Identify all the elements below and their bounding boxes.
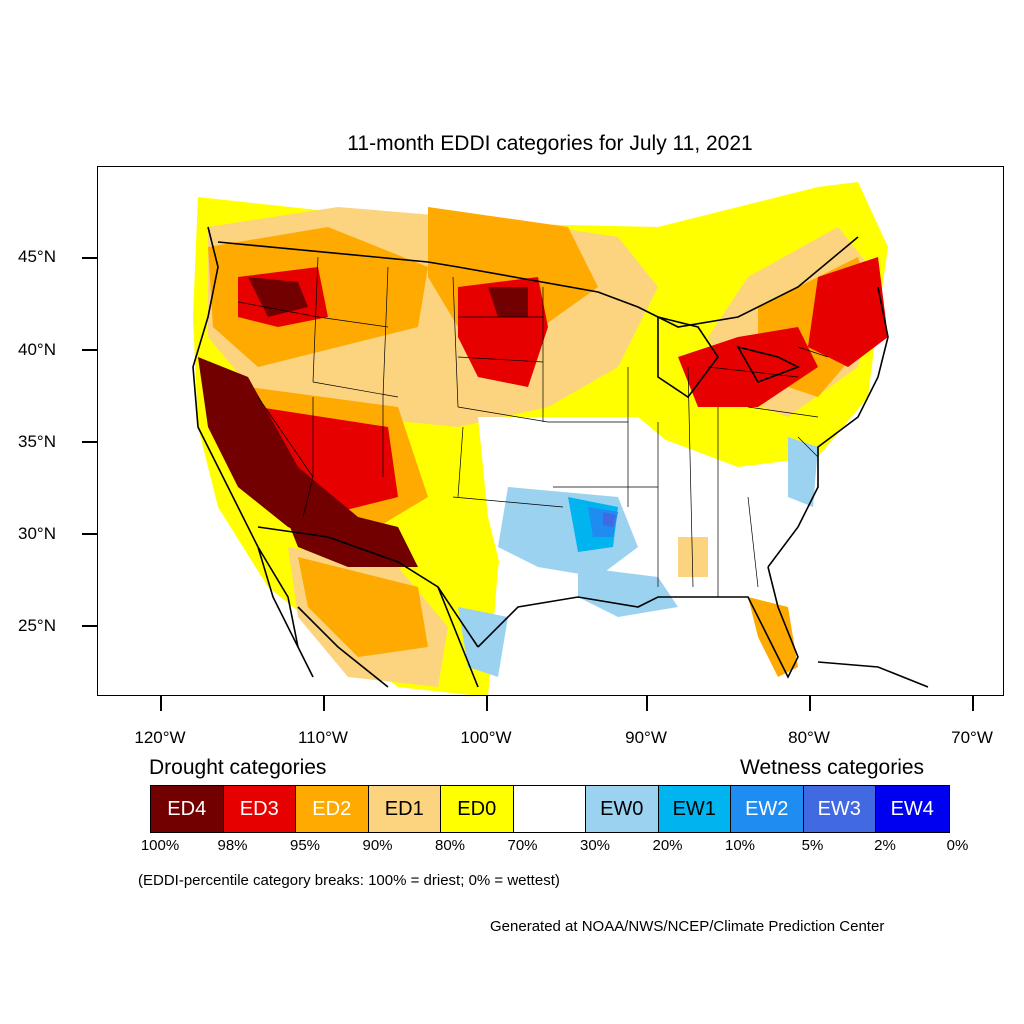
legend-box-ew1: EW1 [658,786,731,832]
map-title: 11-month EDDI categories for July 11, 20… [347,132,753,155]
category-note: (EDDI-percentile category breaks: 100% =… [138,872,560,889]
lat-label-30: 30°N [18,524,56,543]
borders [192,226,929,688]
state-borders [237,256,829,597]
us-canada-border [217,236,859,328]
great-lakes [657,315,800,399]
eddi-map [97,166,1004,696]
lat-label-45: 45°N [18,247,56,266]
category-legend: ED4 ED3 ED2 ED1 ED0 EW0 EW1 EW2 EW3 EW4 [150,785,950,833]
percentile-label: 5% [801,837,824,854]
lon-label-80: 80°W [788,728,830,747]
state-lines-west [237,256,399,518]
lat-tick [82,257,97,259]
ed4-california [198,357,398,557]
legend-box-neutral [513,786,586,832]
credit-text: Generated at NOAA/NWS/NCEP/Climate Predi… [490,918,885,935]
lon-label-70: 70°W [951,728,993,747]
us-mexico-border [257,526,479,648]
percentile-label: 90% [362,837,393,854]
percentile-label: 100% [140,837,180,854]
lat-label-40: 40°N [18,340,56,359]
legend-box-ew0: EW0 [586,786,659,832]
cuba [817,661,929,688]
ed2-mexico [298,557,428,657]
lat-label-25: 25°N [18,616,56,635]
lat-tick [82,349,97,351]
legend-box-ed1: ED1 [368,786,441,832]
east-coast [767,286,889,568]
mexico-coast [297,586,479,688]
state-lines-east [707,346,829,458]
lat-label-35: 35°N [18,432,56,451]
florida-drought [748,597,798,677]
ed3-greatlakes [678,327,818,407]
legend-box-ew3: EW3 [803,786,876,832]
lon-label-100: 100°W [460,728,512,747]
lon-tick [160,696,162,711]
drought-categories-title: Drought categories [149,756,327,779]
state-lines-central [548,366,759,597]
legend-box-ed0: ED0 [441,786,514,832]
lon-tick [486,696,488,711]
lat-tick [82,625,97,627]
lon-label-110: 110°W [298,728,348,747]
lon-tick [809,696,811,711]
lon-label-90: 90°W [625,728,667,747]
percentile-label: 95% [289,837,321,854]
alabama-ed1 [678,537,708,577]
wetness-categories-title: Wetness categories [740,756,925,779]
lat-tick [82,533,97,535]
coastline-west [192,226,299,648]
percentile-label: 80% [434,837,466,854]
percentile-label: 30% [579,837,611,854]
legend-box-ew4: EW4 [876,786,949,832]
ew3-region [603,512,616,527]
lat-tick [82,441,97,443]
percentile-label: 70% [507,837,538,854]
state-lines-plains [452,276,564,508]
lon-tick [646,696,648,711]
legend-box-ed2: ED2 [296,786,369,832]
legend-box-ed3: ED3 [223,786,296,832]
baja-coast [257,546,314,678]
gulf-coast [477,566,799,679]
lon-tick [323,696,325,711]
ed4-arizona [278,497,418,567]
ed4-nd [488,287,528,317]
lon-tick [972,696,974,711]
ew0-gulf [578,567,678,617]
percentile-label: 2% [874,837,896,854]
category-shading [193,182,888,695]
lon-label-120: 120°W [134,728,186,747]
percentile-label: 20% [652,837,683,854]
map-canvas [192,182,929,695]
legend-box-ed4: ED4 [151,786,224,832]
legend-box-ew2: EW2 [731,786,804,832]
percentile-label: 0% [946,837,969,854]
percentile-label: 10% [724,837,756,854]
percentile-label: 98% [217,837,248,854]
ed3-northeast [808,257,888,367]
ew0-east [788,437,818,507]
